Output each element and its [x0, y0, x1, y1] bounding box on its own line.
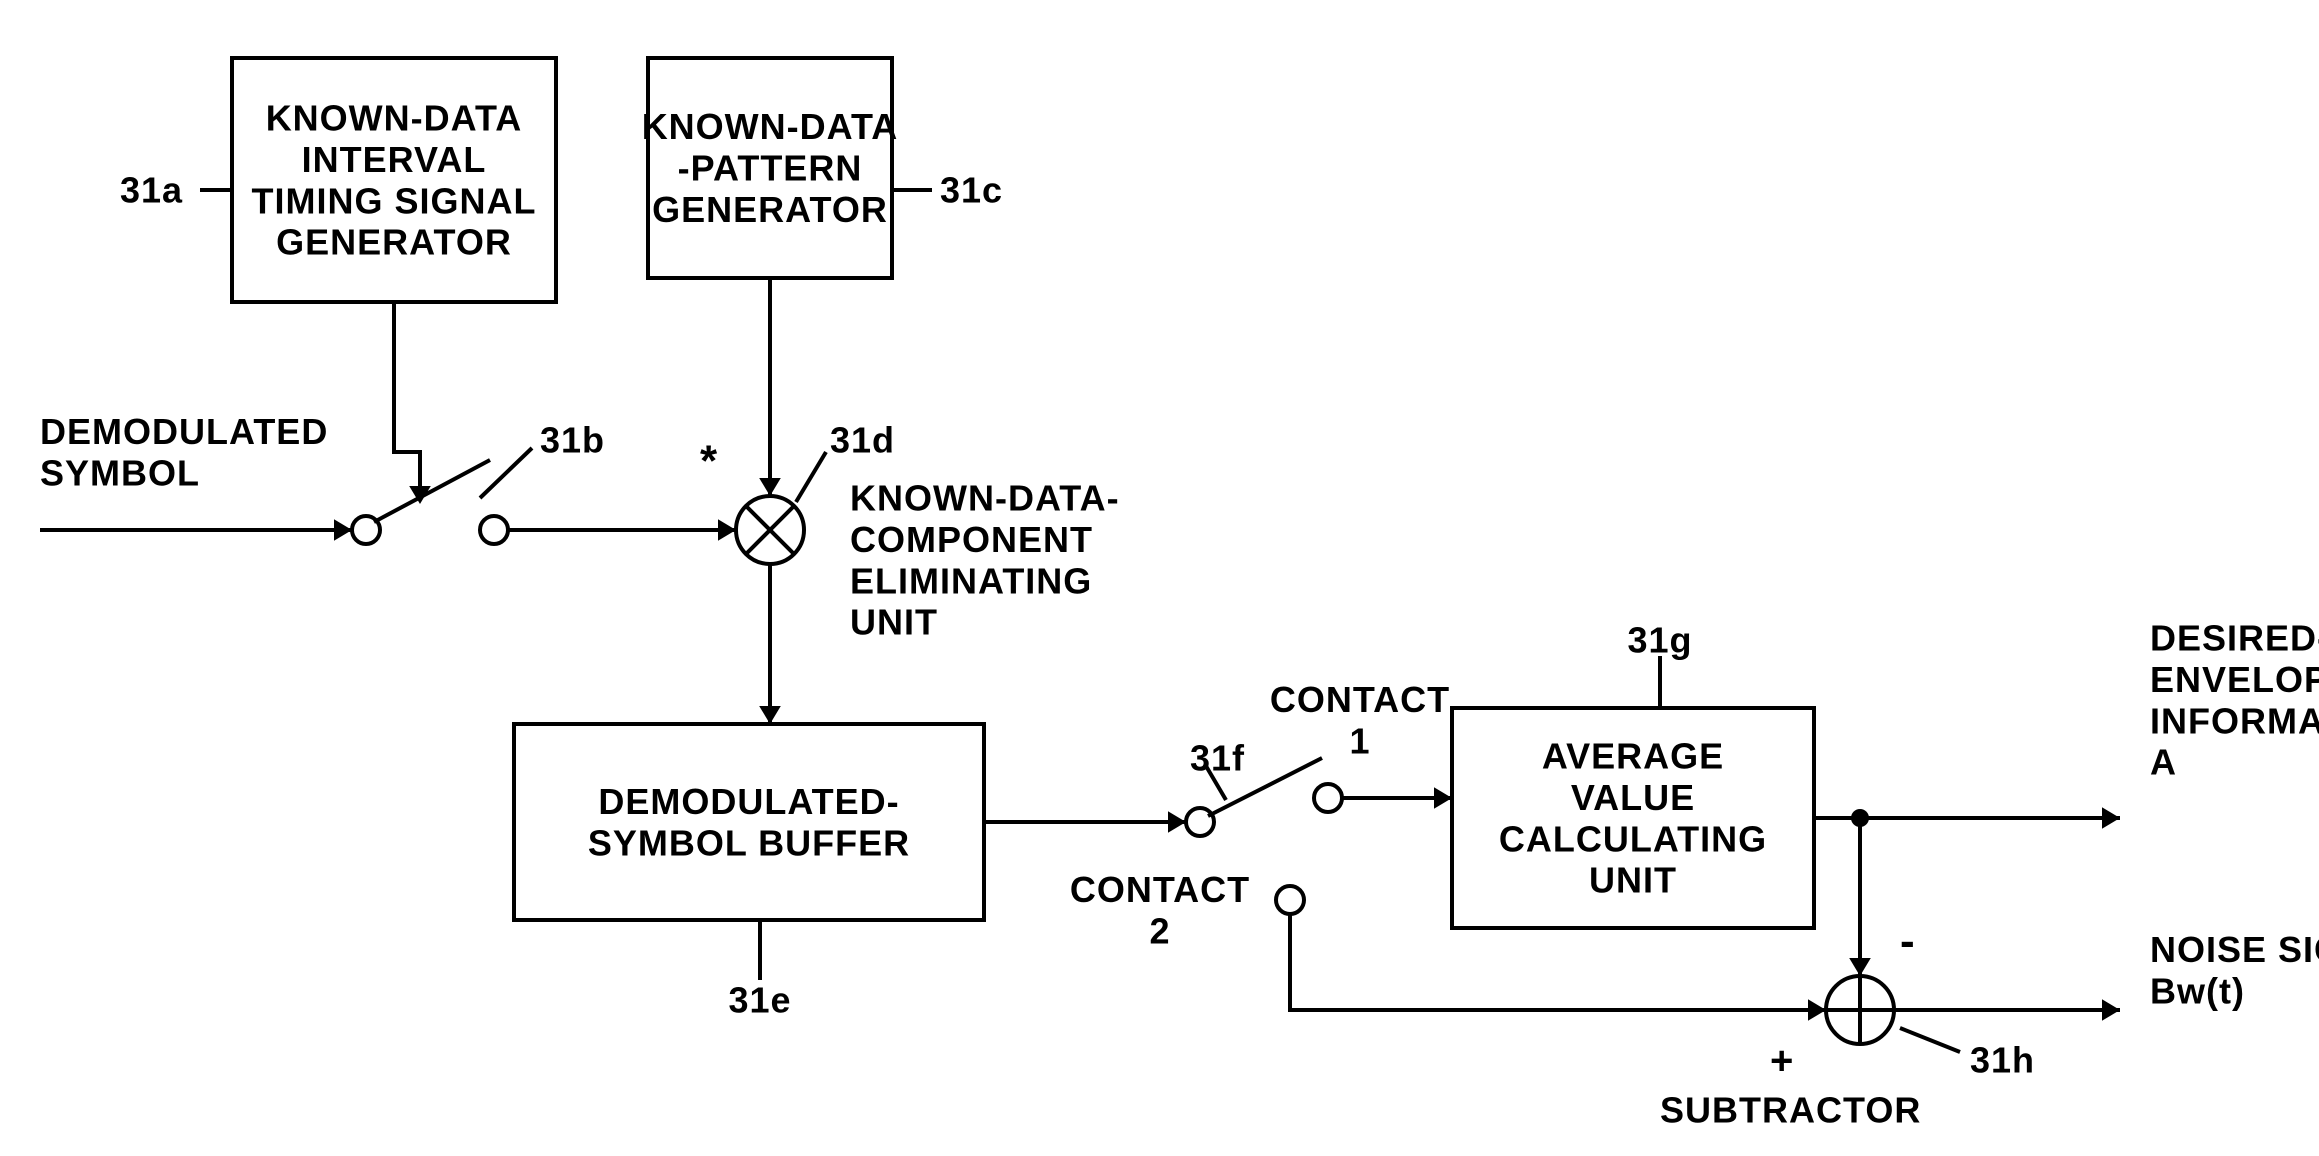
ref-31h: 31h: [1970, 1040, 2035, 1081]
label-out-a: DESIRED-SIGNALENVELOPEINFORMATIONA: [2150, 618, 2319, 783]
label-31e: DEMODULATED-SYMBOL BUFFER: [588, 781, 910, 863]
ref-31d: 31d: [830, 420, 895, 461]
ref-31f: 31f: [1190, 738, 1245, 779]
asterisk: *: [700, 436, 718, 485]
label-demod-symbol: DEMODULATEDSYMBOL: [40, 411, 328, 493]
label-subtractor: SUBTRACTOR: [1660, 1090, 1921, 1131]
label-contact1: CONTACT1: [1270, 679, 1450, 761]
ref-31b: 31b: [540, 420, 605, 461]
ref-31a: 31a: [120, 170, 183, 211]
label-31a: KNOWN-DATAINTERVALTIMING SIGNALGENERATOR: [252, 98, 537, 263]
ref-31e: 31e: [728, 980, 791, 1021]
label-contact2: CONTACT2: [1070, 869, 1250, 951]
minus-sign: -: [1900, 916, 1916, 965]
ref-31c: 31c: [940, 170, 1003, 211]
ref-31g: 31g: [1627, 620, 1692, 661]
diagram-root: KNOWN-DATAINTERVALTIMING SIGNALGENERATOR…: [0, 0, 2319, 1156]
label-31c: KNOWN-DATA-PATTERNGENERATOR: [642, 106, 899, 230]
label-out-b: NOISE SIGNALBw(t): [2150, 929, 2319, 1011]
plus-sign: +: [1770, 1039, 1794, 1083]
label-31d: KNOWN-DATA-COMPONENTELIMINATINGUNIT: [850, 478, 1120, 643]
